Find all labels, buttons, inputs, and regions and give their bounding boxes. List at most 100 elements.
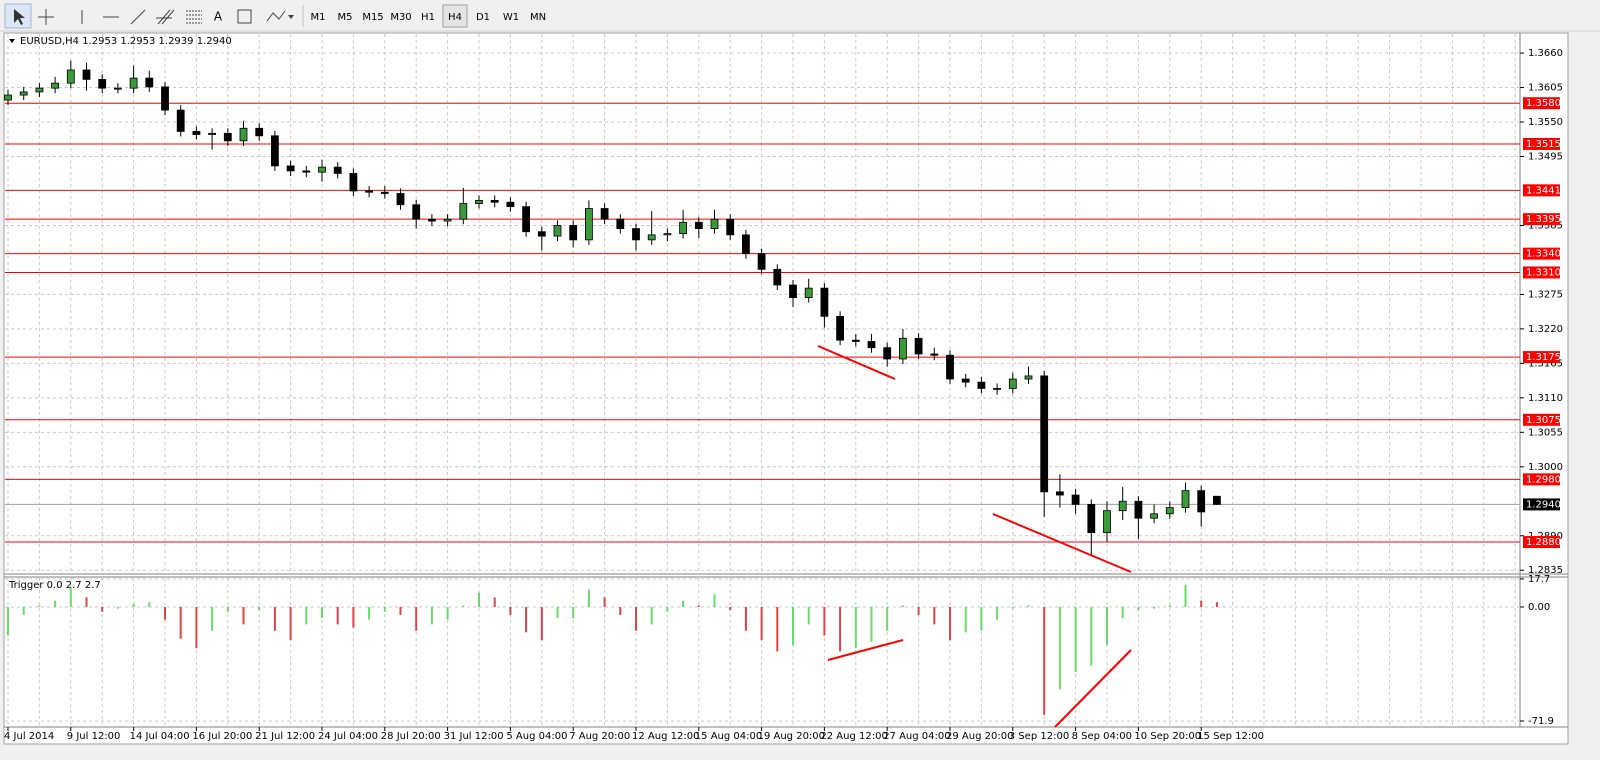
level-label-box	[1523, 247, 1560, 260]
candle-body	[1118, 500, 1127, 512]
plot: 1.3660 1.3605 1.3550 1.3495 1.3385 1.3275 1.32…	[4, 48, 1563, 742]
candle-body	[867, 341, 876, 349]
symbol-menu-arrow[interactable]	[9, 39, 15, 43]
histogram-bar	[933, 606, 936, 625]
x-tick-label: 19 Aug 20:00	[758, 731, 825, 742]
cursor-icon	[14, 9, 25, 25]
timeframe-button[interactable]: H1	[421, 12, 435, 23]
candle-body	[129, 77, 138, 89]
y-tick-label: 1.3055	[1528, 427, 1563, 438]
candle-body	[192, 131, 201, 135]
timeframe-button[interactable]: M15	[362, 12, 383, 23]
histogram-bar	[446, 606, 449, 620]
histogram-bar	[430, 606, 433, 625]
histogram-bar	[901, 605, 904, 607]
candle-body	[318, 166, 326, 173]
histogram-bar	[729, 606, 732, 611]
histogram-bar	[195, 606, 198, 649]
timeframe-button[interactable]: M1	[311, 12, 326, 23]
histogram-bar	[1090, 606, 1093, 666]
histogram-bar	[650, 606, 653, 625]
y-tick-label: 1.3550	[1528, 117, 1563, 128]
x-tick-label: 21 Jul 12:00	[255, 731, 315, 742]
trend-line	[992, 513, 1132, 573]
histogram-bar	[1121, 606, 1124, 619]
histogram-bar	[839, 606, 842, 652]
candle-body	[1181, 490, 1190, 508]
candle-body	[742, 234, 750, 255]
x-tick-label: 8 Sep 04:00	[1072, 731, 1132, 742]
crosshair-button[interactable]	[38, 9, 54, 25]
candle-body	[537, 231, 546, 237]
timeframe-button[interactable]: H4	[448, 12, 462, 23]
histogram-bar	[211, 606, 214, 631]
histogram-bar	[273, 606, 276, 631]
arrows-button[interactable]	[266, 10, 286, 22]
histogram-bar	[980, 606, 983, 631]
histogram-bar	[666, 606, 669, 612]
y-tick-label: -71.9	[1528, 716, 1554, 727]
timeframe-button[interactable]: M30	[390, 12, 411, 23]
candle-body	[1056, 491, 1064, 496]
candle-body	[1087, 504, 1096, 534]
level-label-box	[1523, 97, 1560, 110]
candle-body	[176, 109, 185, 132]
histogram-bar	[493, 597, 496, 607]
candle-body	[961, 378, 970, 383]
label-button[interactable]	[237, 9, 252, 24]
histogram-bar	[603, 597, 606, 607]
histogram-bar	[886, 606, 889, 631]
candle-body	[349, 173, 358, 192]
timeframe-button[interactable]: M5	[338, 12, 353, 23]
level-label: 1.3580	[1526, 98, 1561, 109]
x-tick-label: 29 Aug 20:00	[946, 731, 1013, 742]
timeframe-button[interactable]: D1	[476, 12, 490, 23]
drawing-tools: A	[4, 3, 304, 29]
histogram-bar	[478, 592, 480, 607]
x-tick-label: 15 Sep 12:00	[1197, 731, 1264, 742]
timeframe-bar: M1 M5 M15 M30 H1 H4 D1 W1 MN	[311, 4, 546, 28]
x-tick-label: 31 Jul 12:00	[444, 731, 504, 742]
histogram-bar	[525, 606, 528, 633]
candle-body	[223, 132, 232, 142]
histogram-bar	[101, 606, 104, 612]
timeframe-button[interactable]: W1	[503, 12, 519, 23]
level-label-box	[1523, 536, 1560, 549]
candle-body	[694, 221, 703, 229]
candle-body	[789, 284, 797, 298]
trendline-button[interactable]	[130, 9, 146, 25]
histogram-bar	[1106, 606, 1108, 646]
dropdown-arrow[interactable]	[288, 15, 294, 19]
candle-body	[522, 206, 530, 233]
level-label: 1.2880	[1526, 537, 1561, 548]
candle-body	[553, 225, 562, 237]
histogram-bar	[116, 606, 119, 609]
candle-body	[679, 221, 687, 235]
histogram-bar	[7, 606, 9, 636]
candle-body	[208, 132, 217, 135]
histogram-bar	[226, 606, 229, 612]
level-label-box	[1523, 351, 1560, 364]
candle-body	[946, 354, 954, 380]
x-tick-label: 10 Sep 20:00	[1134, 731, 1201, 742]
timeframe-button[interactable]: MN	[530, 12, 546, 23]
candle-body	[1165, 507, 1174, 515]
text-tool-icon[interactable]: A	[214, 10, 223, 24]
candle-body	[66, 69, 75, 84]
grid	[5, 34, 1520, 726]
histogram-bar	[807, 606, 810, 625]
candle-body	[1103, 510, 1111, 534]
histogram-bar	[697, 605, 700, 607]
x-tick-label: 16 Jul 20:00	[192, 731, 252, 742]
candle-body	[380, 191, 389, 194]
candle-body	[1134, 500, 1143, 519]
last-price-box	[1523, 498, 1560, 511]
candle-body	[145, 77, 154, 88]
channel-button[interactable]	[156, 9, 175, 25]
histogram-bar	[22, 606, 25, 615]
fibo-button[interactable]	[186, 10, 202, 24]
histogram-bar	[635, 606, 637, 631]
histogram-bar	[744, 606, 747, 631]
level-label: 1.3075	[1526, 415, 1561, 426]
candle-body	[302, 170, 311, 173]
